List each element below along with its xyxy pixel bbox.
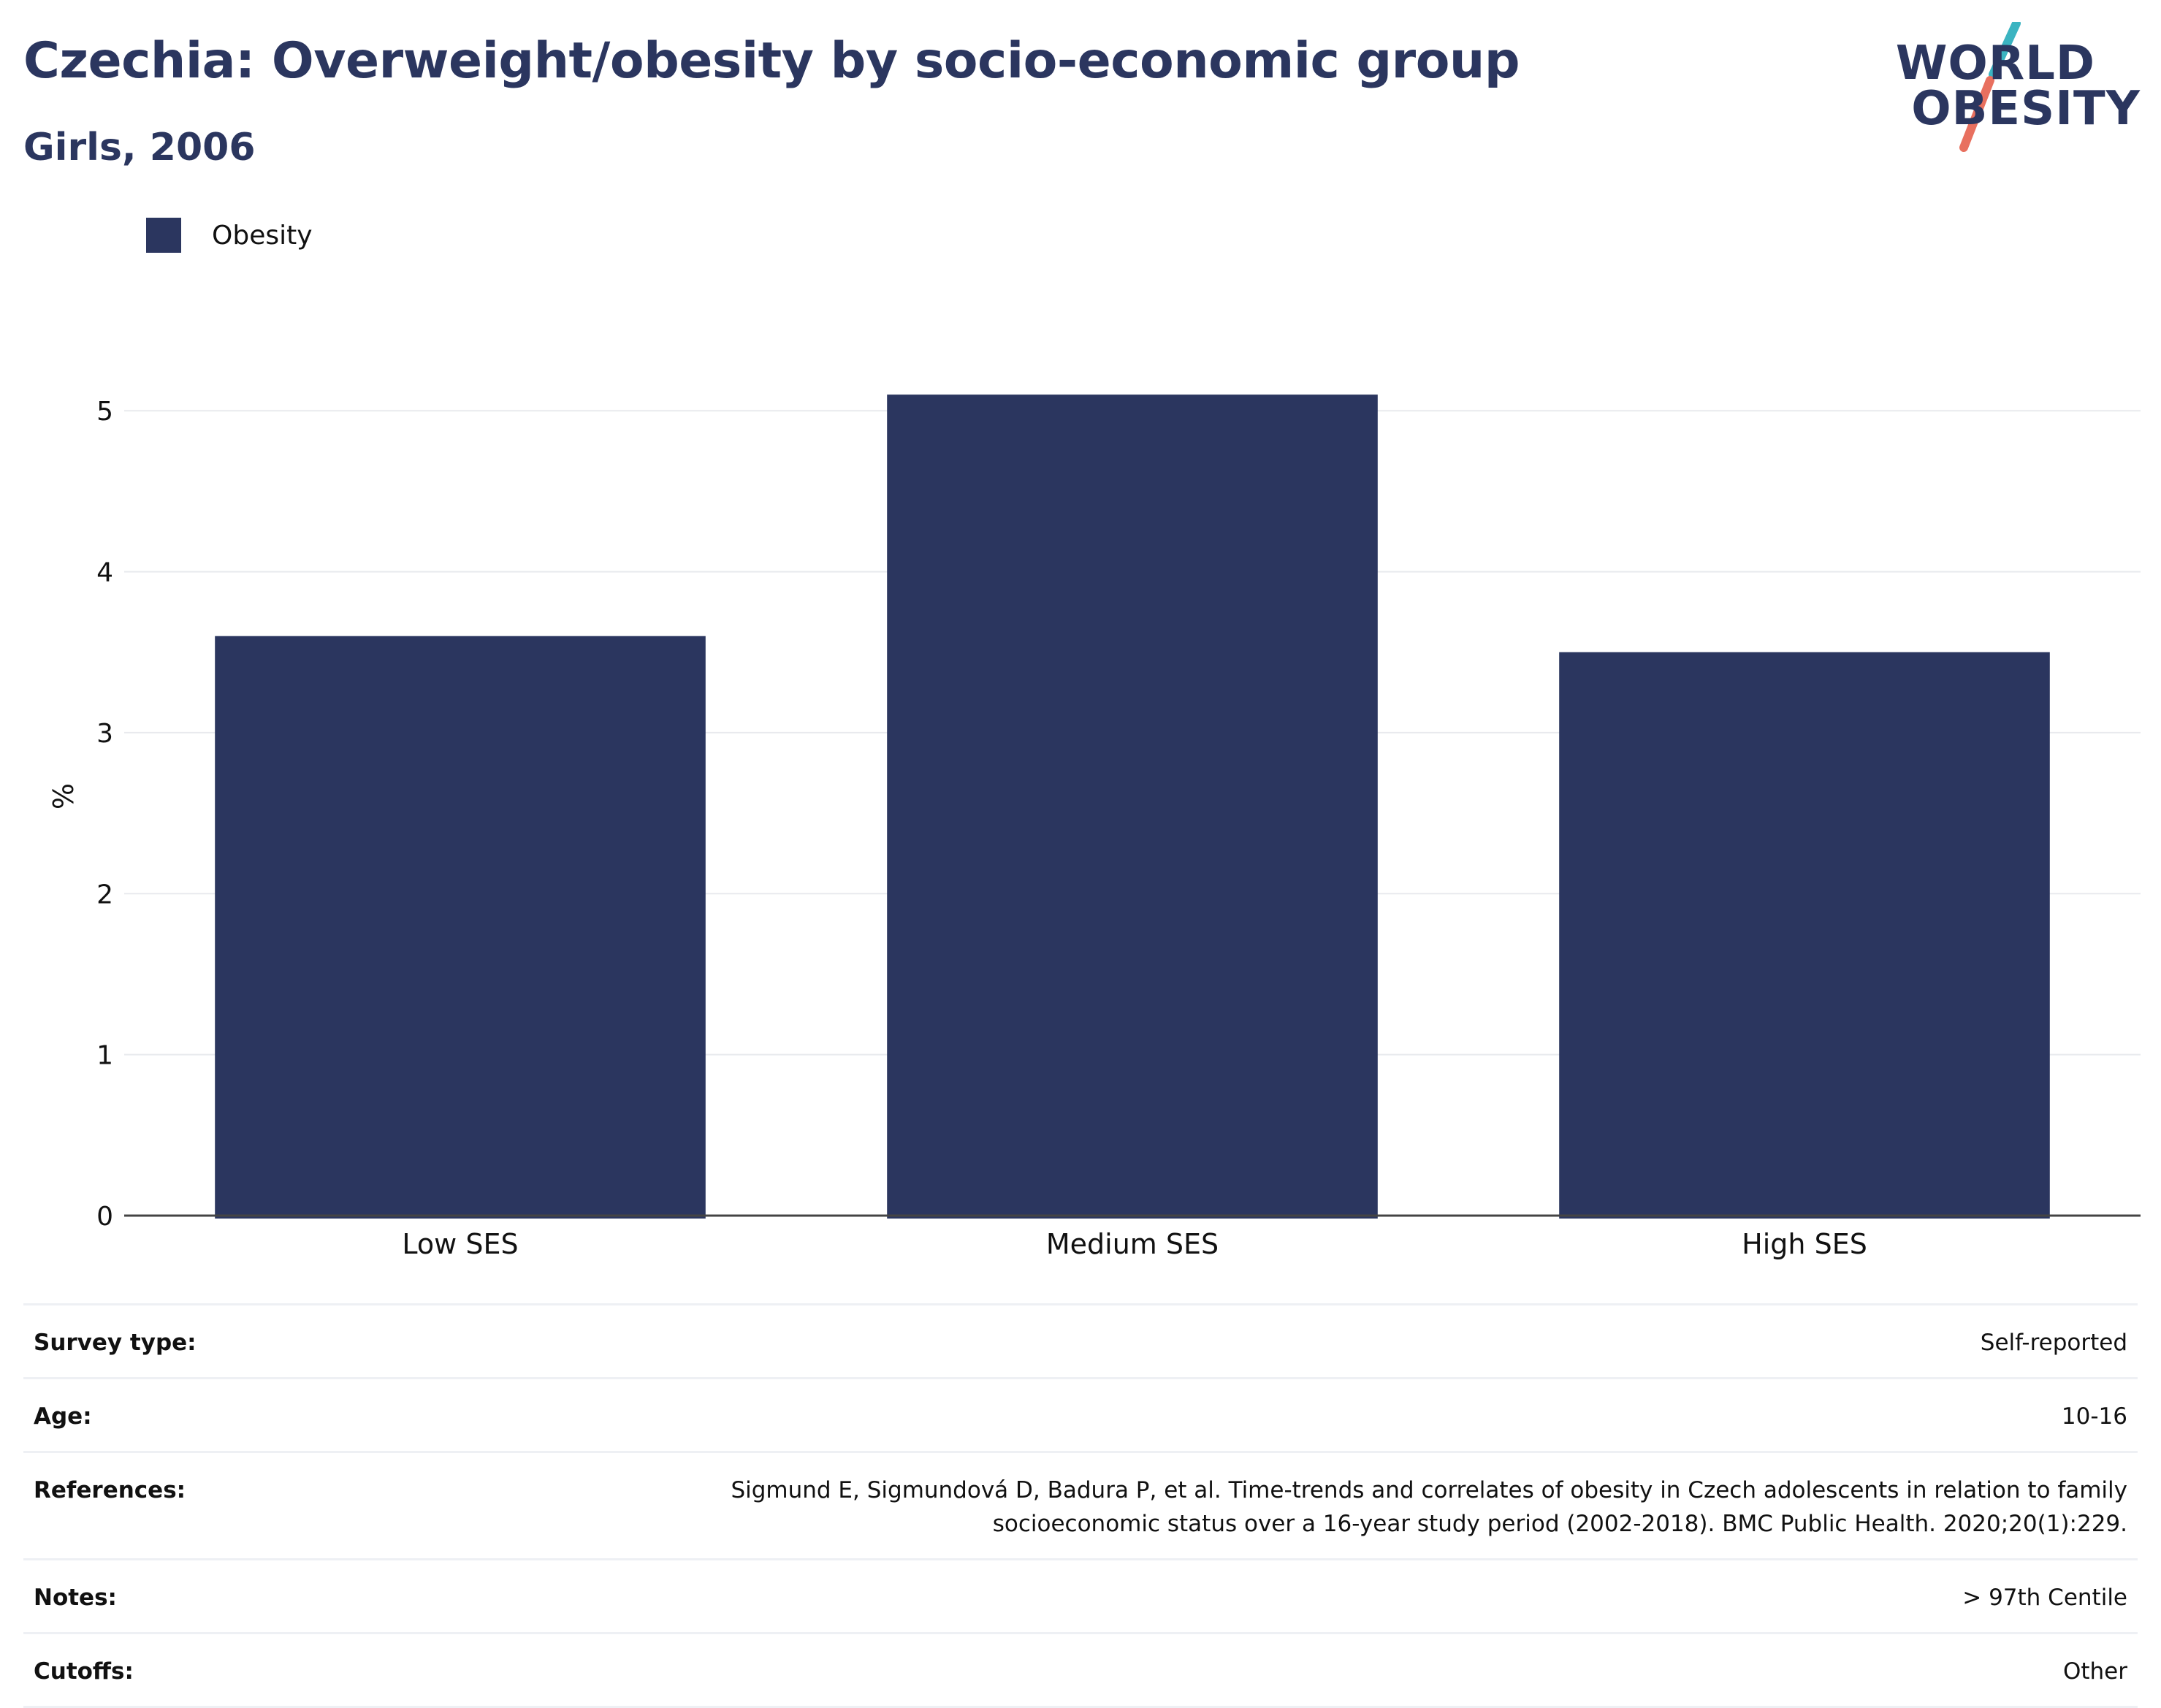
bar-chart: 0 1 2 3 4 5 Low SES Medium SES High SES % <box>46 394 2141 1260</box>
bar-medium-ses[interactable] <box>887 394 1378 1219</box>
info-value: Sigmund E, Sigmundová D, Badura P, et al… <box>731 1477 2127 1537</box>
info-row-age: Age: 10-16 <box>23 1379 2138 1453</box>
y-tick-label: 3 <box>96 719 113 749</box>
x-tick-label: High SES <box>1742 1228 1867 1260</box>
logo-slash-icon <box>1959 22 2021 152</box>
y-axis-title: % <box>46 783 78 809</box>
info-key: Cutoffs: <box>34 1658 134 1685</box>
info-key: References: <box>34 1477 186 1503</box>
chart-subtitle: Girls, 2006 <box>23 126 256 169</box>
info-row-cutoffs: Cutoffs: Other <box>23 1634 2138 1708</box>
chart-title: Czechia: Overweight/obesity by socio-eco… <box>23 32 1520 90</box>
legend-label-obesity: Obesity <box>212 220 313 251</box>
logo-word-obesity: OBESITY <box>1911 82 2141 136</box>
survey-info-table: Survey type: Self-reported Age: 10-16 Re… <box>23 1303 2138 1708</box>
y-tick-label: 1 <box>96 1041 113 1071</box>
y-tick-label: 4 <box>96 558 113 588</box>
info-key: Survey type: <box>34 1330 197 1356</box>
info-value: Other <box>2062 1658 2127 1685</box>
info-row-references: References: Sigmund E, Sigmundová D, Bad… <box>23 1453 2138 1560</box>
bar-high-ses[interactable] <box>1559 652 2050 1219</box>
chart-legend: Obesity <box>146 218 313 253</box>
info-key: Notes: <box>34 1585 117 1611</box>
x-tick-label: Medium SES <box>1046 1228 1219 1260</box>
logo-word-world: WORLD <box>1895 37 2095 91</box>
x-tick-label: Low SES <box>402 1228 518 1260</box>
bar-low-ses[interactable] <box>215 636 706 1219</box>
info-key: Age: <box>34 1403 92 1430</box>
info-row-notes: Notes: > 97th Centile <box>23 1560 2138 1634</box>
info-value: Self-reported <box>1980 1330 2127 1356</box>
y-tick-label: 2 <box>96 880 113 910</box>
legend-swatch-obesity <box>146 218 181 253</box>
info-value: 10-16 <box>2061 1403 2127 1430</box>
axes: 0 1 2 3 4 5 Low SES Medium SES High SES <box>96 397 2141 1260</box>
world-obesity-logo: WORLD OBESITY <box>1896 22 2141 153</box>
y-tick-label: 5 <box>96 397 113 427</box>
info-row-survey-type: Survey type: Self-reported <box>23 1305 2138 1379</box>
y-tick-label: 0 <box>96 1202 113 1232</box>
info-value: > 97th Centile <box>1962 1585 2127 1611</box>
bars <box>215 394 2050 1219</box>
